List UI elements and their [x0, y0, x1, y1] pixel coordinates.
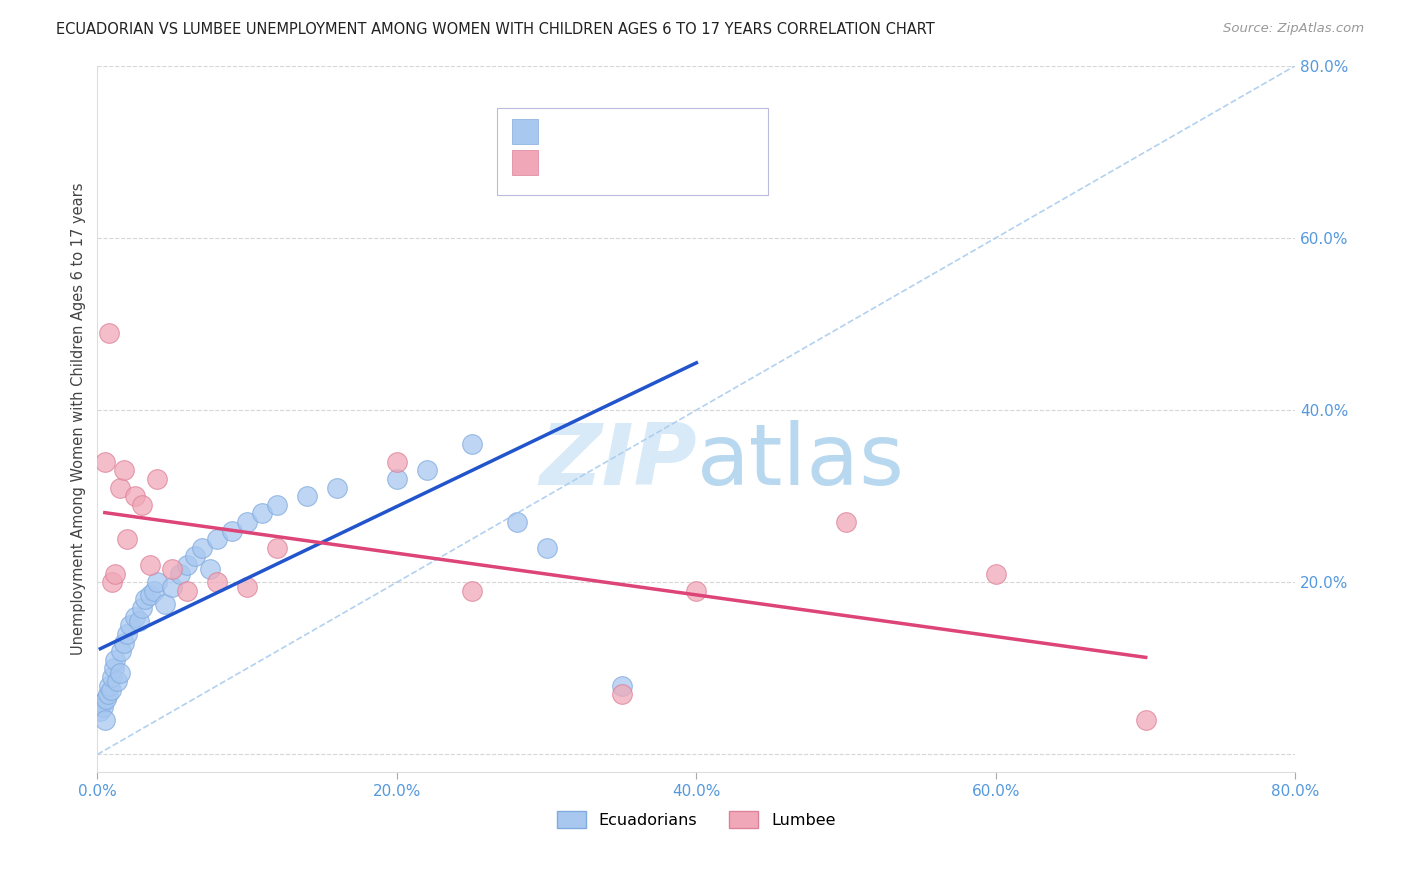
Point — [461, 437, 484, 451]
Point — [505, 515, 527, 529]
Legend: Ecuadorians, Lumbee: Ecuadorians, Lumbee — [551, 805, 842, 834]
Text: 45: 45 — [661, 122, 683, 140]
Text: ECUADORIAN VS LUMBEE UNEMPLOYMENT AMONG WOMEN WITH CHILDREN AGES 6 TO 17 YEARS C: ECUADORIAN VS LUMBEE UNEMPLOYMENT AMONG … — [56, 22, 935, 37]
Point — [94, 455, 117, 469]
Text: atlas: atlas — [696, 419, 904, 502]
Y-axis label: Unemployment Among Women with Children Ages 6 to 17 years: Unemployment Among Women with Children A… — [72, 182, 86, 655]
Point — [128, 614, 150, 628]
Point — [685, 583, 707, 598]
Point — [835, 515, 858, 529]
Point — [139, 588, 162, 602]
Point — [104, 653, 127, 667]
Point — [131, 601, 153, 615]
Point — [236, 515, 259, 529]
Point — [191, 541, 214, 555]
Point — [98, 326, 121, 340]
Point — [112, 635, 135, 649]
Point — [160, 562, 183, 576]
Point — [124, 609, 146, 624]
Point — [93, 700, 115, 714]
Point — [295, 489, 318, 503]
Text: R =: R = — [546, 155, 578, 169]
Text: -0.188: -0.188 — [575, 153, 634, 171]
Point — [160, 580, 183, 594]
Point — [610, 679, 633, 693]
Point — [153, 597, 176, 611]
Point — [117, 627, 139, 641]
Point — [266, 541, 288, 555]
Point — [146, 472, 169, 486]
Point — [89, 705, 111, 719]
Point — [176, 558, 198, 572]
Point — [416, 463, 439, 477]
Point — [385, 455, 408, 469]
Point — [112, 463, 135, 477]
Point — [108, 665, 131, 680]
Text: N =: N = — [630, 155, 664, 169]
Point — [205, 532, 228, 546]
Point — [198, 562, 221, 576]
Point — [131, 498, 153, 512]
Point — [221, 524, 243, 538]
Point — [461, 583, 484, 598]
Point — [266, 498, 288, 512]
Point — [100, 682, 122, 697]
Point — [98, 679, 121, 693]
Point — [143, 583, 166, 598]
Point — [250, 507, 273, 521]
Point — [96, 691, 118, 706]
Point — [385, 472, 408, 486]
Point — [176, 583, 198, 598]
Point — [101, 575, 124, 590]
Point — [685, 161, 707, 176]
Point — [104, 566, 127, 581]
Point — [97, 687, 120, 701]
Text: R =: R = — [546, 124, 578, 138]
Point — [236, 580, 259, 594]
Point — [326, 481, 349, 495]
Point — [103, 661, 125, 675]
Point — [101, 670, 124, 684]
Point — [120, 618, 142, 632]
Point — [110, 644, 132, 658]
Point — [536, 541, 558, 555]
Point — [169, 566, 191, 581]
Point — [205, 575, 228, 590]
Point — [1135, 713, 1157, 727]
Point — [146, 575, 169, 590]
Text: ZIP: ZIP — [538, 419, 696, 502]
Text: 0.501: 0.501 — [575, 122, 633, 140]
Text: Source: ZipAtlas.com: Source: ZipAtlas.com — [1223, 22, 1364, 36]
Point — [105, 674, 128, 689]
Point — [139, 558, 162, 572]
Text: N =: N = — [630, 124, 664, 138]
Point — [984, 566, 1007, 581]
Point — [94, 713, 117, 727]
Point — [134, 592, 156, 607]
Point — [108, 481, 131, 495]
Point — [610, 687, 633, 701]
Point — [124, 489, 146, 503]
Point — [117, 532, 139, 546]
Point — [183, 549, 205, 564]
Point — [90, 696, 112, 710]
Text: 23: 23 — [661, 153, 683, 171]
